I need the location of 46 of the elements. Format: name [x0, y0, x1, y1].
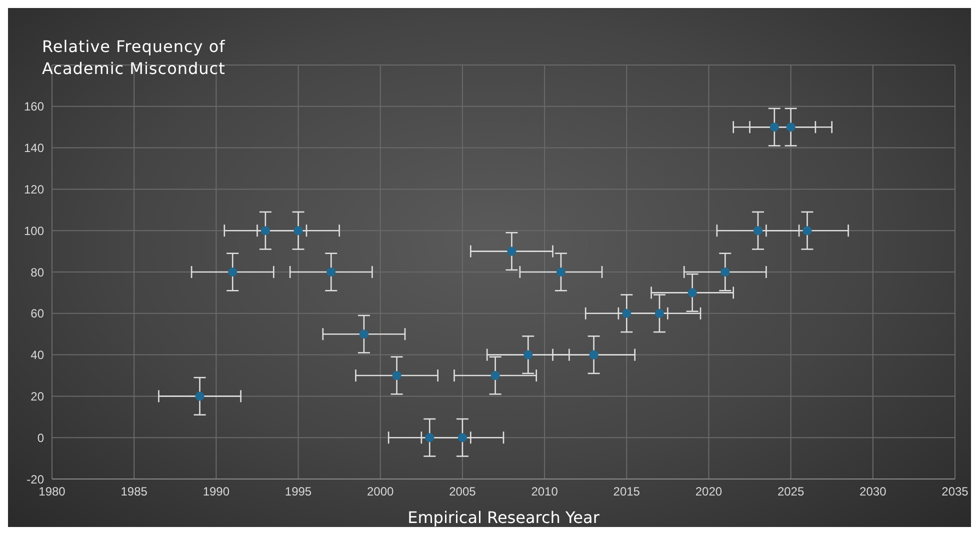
point — [294, 226, 303, 236]
x-tick-label: 2035 — [942, 484, 969, 499]
point — [260, 226, 270, 236]
y-tick-label: 60 — [30, 306, 44, 321]
x-tick-label: 2030 — [860, 484, 887, 499]
point — [524, 350, 533, 360]
point — [802, 226, 812, 236]
x-tick-label: 2015 — [613, 484, 640, 499]
x-tick-label: 2005 — [449, 484, 476, 499]
point — [556, 267, 566, 277]
y-tick-label: 0 — [37, 430, 44, 445]
x-tick-label: 1990 — [202, 484, 230, 499]
y-tick-label: 20 — [30, 389, 44, 404]
chart-title: Relative Frequency of Academic Misconduct — [42, 36, 226, 80]
point — [753, 226, 762, 236]
y-tick-label: 100 — [24, 224, 44, 238]
x-axis-title: Empirical Research Year — [408, 508, 600, 527]
point — [425, 433, 434, 442]
x-tick-label: 1995 — [284, 484, 312, 499]
y-tick-label: 80 — [30, 265, 44, 280]
x-tick-label: 2020 — [695, 484, 722, 499]
point — [326, 267, 336, 277]
y-tick-label: -20 — [26, 472, 44, 486]
y-tick-label: 120 — [24, 182, 44, 196]
y-tick-label: 140 — [24, 141, 44, 156]
point — [195, 392, 204, 401]
y-tick-label: 40 — [30, 348, 44, 362]
x-tick-label: 1980 — [38, 484, 66, 499]
point — [589, 350, 598, 360]
point — [490, 370, 500, 380]
point — [720, 267, 730, 277]
point — [688, 288, 697, 298]
point — [654, 308, 664, 318]
point — [507, 246, 516, 256]
point — [770, 122, 779, 132]
point — [228, 267, 238, 277]
x-tick-label: 2025 — [777, 484, 804, 499]
x-tick-label: 1985 — [120, 484, 148, 499]
point — [392, 370, 402, 380]
point — [359, 330, 368, 339]
point — [786, 122, 796, 132]
point — [622, 308, 632, 318]
x-tick-label: 2000 — [367, 484, 394, 499]
y-tick-label: 160 — [24, 100, 44, 114]
point — [458, 433, 467, 442]
x-tick-label: 2010 — [531, 484, 558, 499]
